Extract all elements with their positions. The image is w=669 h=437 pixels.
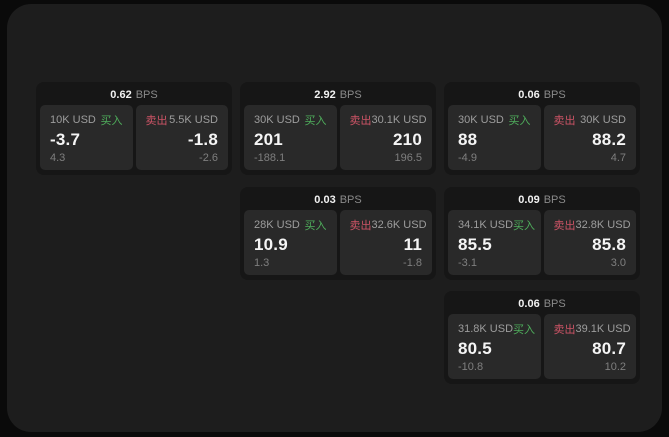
sell-price: -1.8 [187, 130, 218, 149]
sell-price: 85.8 [592, 235, 626, 254]
sell-amount: 5.5K USD [169, 114, 218, 126]
bps-unit: BPS [543, 298, 566, 310]
sell-amount: 32.6K USD [371, 219, 427, 231]
sell-panel[interactable]: 卖出 5.5K USD -1.8 -2.6 [135, 105, 228, 170]
buy-tag: 买入 [513, 220, 536, 232]
buy-amount: 28K USD [254, 219, 300, 231]
sell-panel[interactable]: 卖出 30K USD 88.2 4.7 [543, 105, 636, 170]
buy-tag: 买入 [304, 220, 327, 232]
sell-panel[interactable]: 卖出 30.1K USD 210 196.5 [339, 105, 432, 170]
sell-tag: 卖出 [553, 115, 576, 127]
buy-panel[interactable]: 28K USD 买入 10.9 1.3 [244, 210, 337, 275]
sell-panel[interactable]: 卖出 32.8K USD 85.8 3.0 [543, 210, 636, 275]
bps-unit: BPS [543, 89, 566, 101]
buy-price: 85.5 [458, 235, 492, 254]
sell-delta: 10.2 [604, 361, 626, 373]
buy-delta: -3.1 [458, 257, 477, 269]
sell-amount: 32.8K USD [575, 219, 631, 231]
card-header: 0.09 BPS [444, 187, 640, 210]
sell-delta: -1.8 [403, 257, 422, 269]
bps-value: 0.06 [518, 298, 540, 310]
sell-tag: 卖出 [349, 115, 372, 127]
sell-delta: 196.5 [394, 152, 422, 164]
sell-panel[interactable]: 卖出 32.6K USD 11 -1.8 [339, 210, 432, 275]
buy-tag: 买入 [508, 115, 531, 127]
bps-unit: BPS [339, 194, 362, 206]
bps-value: 0.09 [518, 194, 540, 206]
buy-tag: 买入 [513, 324, 536, 336]
bps-value: 0.62 [110, 89, 132, 101]
bps-value: 2.92 [314, 89, 336, 101]
bps-unit: BPS [339, 89, 362, 101]
sell-price: 88.2 [592, 130, 626, 149]
quote-card-6: 0.06 BPS 31.8K USD 买入 80.5 -10.8 卖出 39.1… [444, 291, 640, 384]
buy-delta: 4.3 [50, 152, 66, 164]
quote-card-5: 0.09 BPS 34.1K USD 买入 85.5 -3.1 卖出 32.8K… [444, 187, 640, 280]
sell-delta: -2.6 [199, 152, 218, 164]
buy-price: 88 [458, 130, 478, 149]
buy-tag: 买入 [304, 115, 327, 127]
buy-price: 201 [254, 130, 283, 149]
buy-amount: 30K USD [458, 114, 504, 126]
quote-card-1: 0.62 BPS 10K USD 买入 -3.7 4.3 卖出 5.5K USD… [36, 82, 232, 175]
bps-value: 0.03 [314, 194, 336, 206]
sell-panel[interactable]: 卖出 39.1K USD 80.7 10.2 [543, 314, 636, 379]
sell-price: 80.7 [592, 339, 626, 358]
buy-panel[interactable]: 30K USD 买入 201 -188.1 [244, 105, 337, 170]
quote-panels: 10K USD 买入 -3.7 4.3 卖出 5.5K USD -1.8 -2.… [36, 105, 232, 175]
quote-card-2: 2.92 BPS 30K USD 买入 201 -188.1 卖出 30.1K … [240, 82, 436, 175]
buy-amount: 34.1K USD [458, 219, 514, 231]
buy-price: 80.5 [458, 339, 492, 358]
sell-tag: 卖出 [349, 220, 372, 232]
buy-delta: -4.9 [458, 152, 477, 164]
sell-delta: 4.7 [610, 152, 626, 164]
buy-panel[interactable]: 30K USD 买入 88 -4.9 [448, 105, 541, 170]
sell-tag: 卖出 [145, 115, 168, 127]
buy-tag: 买入 [100, 115, 123, 127]
buy-price: -3.7 [50, 130, 81, 149]
sell-amount: 30K USD [580, 114, 626, 126]
card-header: 0.62 BPS [36, 82, 232, 105]
buy-price: 10.9 [254, 235, 288, 254]
quote-panels: 34.1K USD 买入 85.5 -3.1 卖出 32.8K USD 85.8… [444, 210, 640, 280]
bps-unit: BPS [543, 194, 566, 206]
card-header: 0.03 BPS [240, 187, 436, 210]
sell-price: 11 [403, 235, 422, 254]
sell-price: 210 [393, 130, 422, 149]
sell-tag: 卖出 [553, 324, 576, 336]
buy-panel[interactable]: 10K USD 买入 -3.7 4.3 [40, 105, 133, 170]
sell-tag: 卖出 [553, 220, 576, 232]
sell-delta: 3.0 [610, 257, 626, 269]
buy-amount: 31.8K USD [458, 323, 514, 335]
buy-delta: -188.1 [254, 152, 286, 164]
quote-card-4: 0.03 BPS 28K USD 买入 10.9 1.3 卖出 32.6K US… [240, 187, 436, 280]
buy-delta: 1.3 [254, 257, 270, 269]
quote-card-3: 0.06 BPS 30K USD 买入 88 -4.9 卖出 30K USD 8… [444, 82, 640, 175]
buy-amount: 30K USD [254, 114, 300, 126]
buy-panel[interactable]: 34.1K USD 买入 85.5 -3.1 [448, 210, 541, 275]
buy-delta: -10.8 [458, 361, 484, 373]
buy-amount: 10K USD [50, 114, 96, 126]
buy-panel[interactable]: 31.8K USD 买入 80.5 -10.8 [448, 314, 541, 379]
quote-panels: 30K USD 买入 88 -4.9 卖出 30K USD 88.2 4.7 [444, 105, 640, 175]
card-header: 0.06 BPS [444, 291, 640, 314]
quote-panels: 28K USD 买入 10.9 1.3 卖出 32.6K USD 11 -1.8 [240, 210, 436, 280]
sell-amount: 39.1K USD [575, 323, 631, 335]
sell-amount: 30.1K USD [371, 114, 427, 126]
card-header: 2.92 BPS [240, 82, 436, 105]
card-header: 0.06 BPS [444, 82, 640, 105]
quote-panels: 31.8K USD 买入 80.5 -10.8 卖出 39.1K USD 80.… [444, 314, 640, 384]
quote-panels: 30K USD 买入 201 -188.1 卖出 30.1K USD 210 1… [240, 105, 436, 175]
bps-value: 0.06 [518, 89, 540, 101]
bps-unit: BPS [135, 89, 158, 101]
